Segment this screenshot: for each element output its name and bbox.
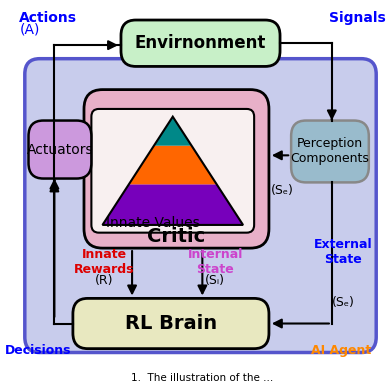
Text: Decisions: Decisions bbox=[5, 344, 71, 357]
FancyBboxPatch shape bbox=[291, 121, 369, 182]
FancyBboxPatch shape bbox=[121, 20, 280, 66]
Text: Actuators: Actuators bbox=[27, 142, 93, 156]
Text: Perception
Components: Perception Components bbox=[291, 137, 369, 165]
Text: External
State: External State bbox=[314, 238, 372, 266]
Text: (Sᵢ): (Sᵢ) bbox=[205, 274, 225, 288]
Text: Innate
Rewards: Innate Rewards bbox=[74, 248, 135, 275]
FancyBboxPatch shape bbox=[28, 121, 92, 178]
Text: AI Agent: AI Agent bbox=[311, 344, 371, 357]
FancyBboxPatch shape bbox=[84, 90, 269, 248]
Text: Critic: Critic bbox=[147, 227, 206, 246]
Polygon shape bbox=[129, 146, 217, 184]
Text: RL Brain: RL Brain bbox=[125, 314, 217, 333]
Text: Actions: Actions bbox=[19, 11, 77, 25]
Text: Internal
State: Internal State bbox=[188, 248, 243, 275]
Text: (A): (A) bbox=[19, 23, 40, 37]
FancyBboxPatch shape bbox=[73, 298, 269, 349]
FancyBboxPatch shape bbox=[92, 109, 254, 233]
Text: (R): (R) bbox=[95, 274, 114, 288]
Polygon shape bbox=[102, 184, 243, 225]
Text: Envirnonment: Envirnonment bbox=[135, 34, 266, 52]
Text: (Sₑ): (Sₑ) bbox=[331, 296, 354, 309]
Text: Signals: Signals bbox=[329, 11, 385, 25]
FancyBboxPatch shape bbox=[25, 59, 376, 353]
Text: 1.  The illustration of the ...: 1. The illustration of the ... bbox=[131, 372, 274, 383]
Text: (Sₑ): (Sₑ) bbox=[270, 184, 293, 197]
Polygon shape bbox=[154, 117, 192, 146]
Text: Innate Values: Innate Values bbox=[106, 216, 200, 230]
